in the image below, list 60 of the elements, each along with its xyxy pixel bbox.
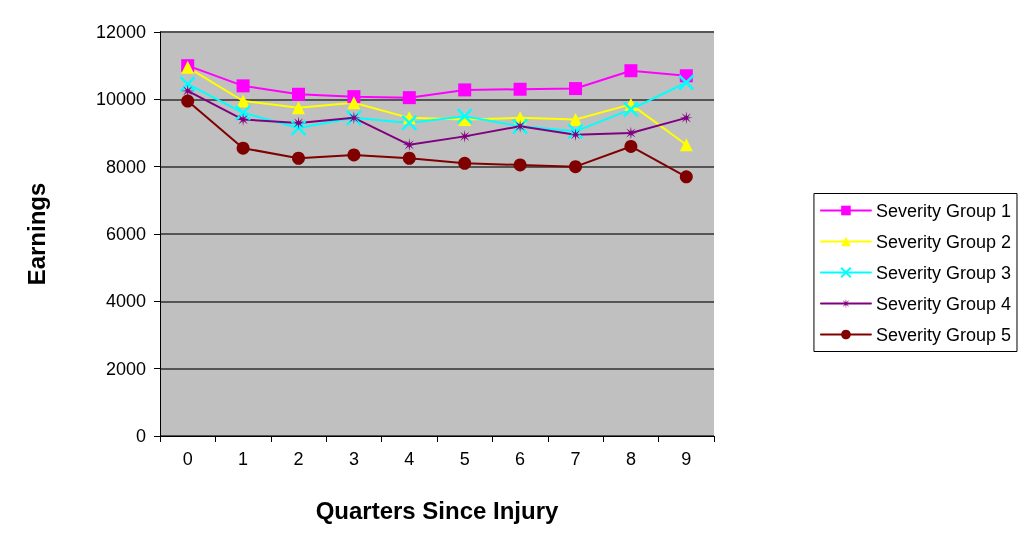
y-tick-label: 8000 — [105, 156, 146, 177]
y-tick-label: 0 — [135, 426, 146, 446]
point — [513, 82, 527, 96]
point — [624, 139, 638, 153]
point — [292, 151, 305, 165]
point — [569, 113, 582, 127]
point — [181, 84, 195, 98]
point — [458, 129, 472, 143]
point — [236, 79, 250, 93]
y-tick-label: 4000 — [105, 291, 146, 312]
point — [290, 119, 307, 137]
point — [179, 75, 196, 93]
legend-label: Severity Group 1 — [875, 200, 1011, 221]
x-tick-label: 4 — [404, 449, 415, 469]
x-tick-label: 9 — [681, 449, 692, 469]
point — [347, 148, 361, 162]
point — [679, 111, 693, 125]
point — [569, 128, 582, 142]
point — [679, 138, 693, 152]
x-axis-title: Quarters Since Injury — [315, 496, 560, 524]
y-tick-label: 10000 — [95, 89, 146, 110]
x-tick-label: 3 — [348, 449, 359, 469]
point — [569, 82, 582, 96]
point — [458, 83, 472, 97]
point — [569, 160, 582, 174]
point — [622, 101, 640, 118]
x-tick-label: 1 — [238, 449, 249, 469]
point — [402, 91, 416, 105]
point — [624, 64, 638, 78]
point — [292, 87, 305, 101]
point — [236, 141, 250, 155]
x-tick-label: 2 — [293, 449, 304, 469]
point — [402, 138, 416, 152]
y-tick-label: 12000 — [95, 22, 146, 42]
point — [679, 170, 693, 184]
x-tick-label: 7 — [570, 449, 581, 469]
point — [236, 94, 250, 108]
x-tick-label: 6 — [515, 449, 526, 469]
point — [456, 107, 473, 125]
point — [292, 101, 305, 115]
y-tick-label: 6000 — [105, 224, 146, 244]
legend-label: Severity Group 5 — [875, 324, 1011, 345]
point — [402, 151, 416, 165]
legend-label: Severity Group 4 — [875, 293, 1011, 314]
point — [513, 158, 527, 172]
point — [181, 94, 195, 108]
x-tick-label: 8 — [625, 449, 636, 469]
y-axis-title: Earnings — [22, 182, 50, 286]
point — [678, 74, 695, 91]
x-tick-label: 5 — [459, 449, 470, 469]
point — [234, 104, 252, 122]
point — [458, 156, 472, 170]
point — [567, 123, 584, 140]
x-tick-label: 0 — [182, 449, 193, 469]
legend-label: Severity Group 2 — [875, 231, 1011, 252]
point — [401, 114, 418, 132]
legend-label: Severity Group 3 — [875, 262, 1011, 283]
point — [292, 116, 305, 130]
y-tick-label: 2000 — [105, 358, 146, 379]
point — [347, 96, 361, 110]
